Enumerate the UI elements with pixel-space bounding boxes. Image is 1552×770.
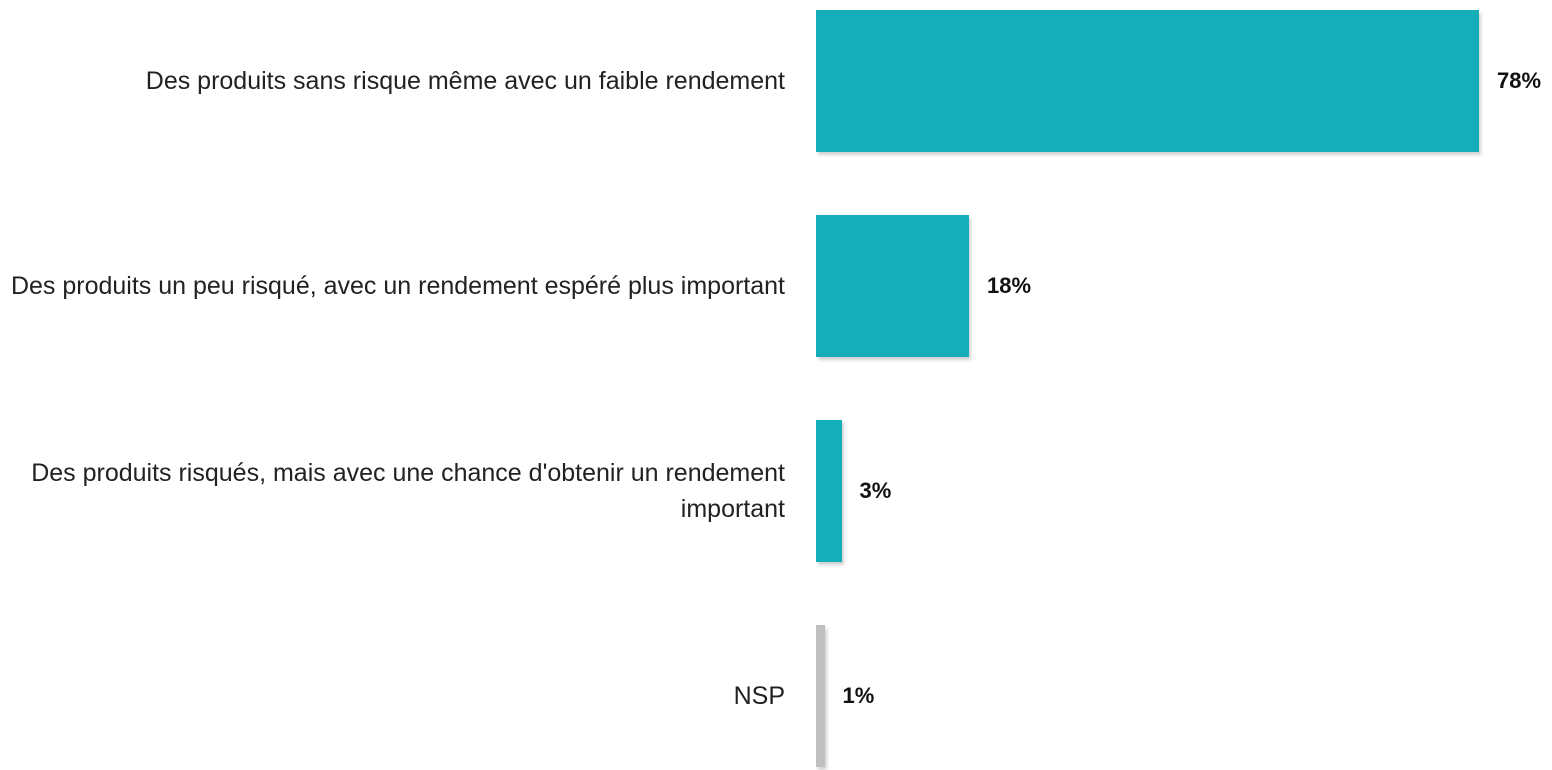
- value-label: 1%: [842, 683, 875, 708]
- value-label: 18%: [987, 273, 1032, 298]
- value-label: 3%: [859, 478, 892, 503]
- bar: [816, 625, 825, 767]
- value-label: 78%: [1497, 68, 1542, 93]
- bar: [816, 215, 969, 357]
- category-label: Des produits sans risque même avec un fa…: [145, 67, 785, 95]
- category-label: Des produits risqués, mais avec une chan…: [31, 459, 785, 523]
- category-label: NSP: [733, 682, 785, 710]
- bar: [816, 10, 1479, 152]
- category-label: Des produits un peu risqué, avec un rend…: [10, 272, 785, 300]
- bar: [816, 420, 842, 562]
